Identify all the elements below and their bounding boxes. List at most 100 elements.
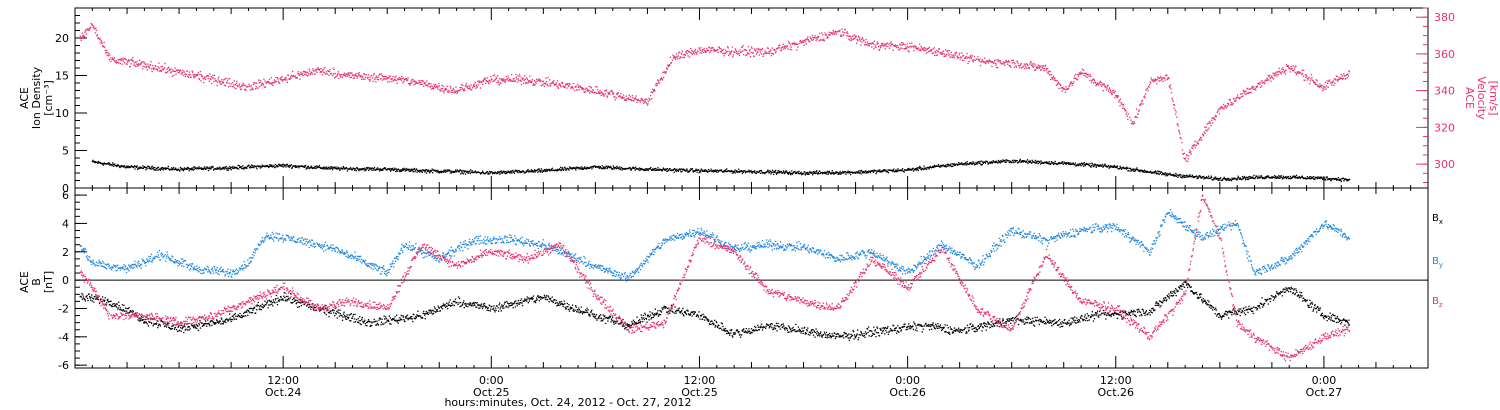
density-point bbox=[257, 165, 260, 167]
velocity-point bbox=[1016, 60, 1019, 63]
velocity-point bbox=[746, 54, 748, 56]
density-point bbox=[1213, 177, 1215, 179]
velocity-point bbox=[598, 93, 601, 95]
velocity-point bbox=[762, 53, 765, 55]
velocity-point bbox=[1175, 111, 1177, 113]
density-point bbox=[682, 169, 684, 171]
velocity-point bbox=[897, 44, 899, 47]
density-point bbox=[949, 165, 951, 167]
velocity-point bbox=[726, 50, 728, 53]
velocity-point bbox=[942, 53, 944, 55]
velocity-point bbox=[108, 53, 110, 55]
velocity-point bbox=[301, 73, 303, 76]
density-point bbox=[1179, 173, 1181, 176]
velocity-point bbox=[851, 38, 853, 40]
velocity-point bbox=[681, 50, 683, 52]
density-point bbox=[1247, 178, 1249, 181]
velocity-point bbox=[812, 36, 814, 39]
velocity-point bbox=[815, 37, 818, 39]
velocity-point bbox=[1111, 93, 1113, 96]
density-point bbox=[97, 160, 100, 163]
density-point bbox=[250, 166, 252, 168]
velocity-point bbox=[1187, 158, 1189, 160]
density-point bbox=[364, 170, 366, 172]
density-point bbox=[797, 172, 800, 175]
density-point bbox=[887, 169, 889, 171]
density-point bbox=[1189, 174, 1191, 176]
density-point bbox=[538, 170, 540, 172]
velocity-point bbox=[438, 82, 440, 85]
density-point bbox=[510, 172, 512, 174]
velocity-point bbox=[1078, 73, 1080, 76]
velocity-point bbox=[1126, 115, 1128, 117]
density-point bbox=[384, 167, 387, 169]
density-point bbox=[720, 169, 723, 171]
velocity-point bbox=[754, 49, 756, 51]
velocity-point bbox=[1201, 139, 1203, 141]
velocity-point bbox=[864, 44, 866, 46]
velocity-point bbox=[129, 65, 131, 68]
velocity-point bbox=[860, 38, 862, 41]
velocity-point bbox=[994, 59, 996, 61]
velocity-point bbox=[798, 43, 800, 45]
velocity-point bbox=[610, 90, 612, 92]
density-point bbox=[789, 171, 791, 173]
velocity-point bbox=[519, 75, 521, 78]
density-point bbox=[1298, 176, 1300, 178]
velocity-point bbox=[131, 59, 133, 62]
density-point bbox=[286, 163, 288, 165]
velocity-point bbox=[895, 45, 897, 47]
density-point bbox=[725, 170, 727, 173]
density-point bbox=[1295, 174, 1298, 176]
velocity-point bbox=[184, 76, 187, 78]
velocity-point bbox=[244, 89, 246, 91]
velocity-point bbox=[227, 78, 229, 80]
velocity-point bbox=[190, 76, 192, 78]
velocity-point bbox=[264, 86, 267, 88]
velocity-point bbox=[358, 74, 360, 76]
density-point bbox=[1139, 170, 1141, 173]
density-point bbox=[419, 169, 421, 171]
velocity-point bbox=[325, 71, 328, 73]
density-point bbox=[922, 168, 925, 171]
density-point bbox=[706, 170, 708, 172]
density-point bbox=[226, 169, 228, 171]
velocity-point bbox=[809, 36, 811, 38]
density-point bbox=[1068, 162, 1070, 164]
density-point bbox=[933, 164, 936, 166]
velocity-point bbox=[1147, 90, 1149, 92]
velocity-point bbox=[1202, 133, 1204, 135]
density-point bbox=[732, 172, 735, 174]
density-point bbox=[551, 169, 553, 172]
velocity-point bbox=[993, 60, 996, 62]
velocity-point bbox=[454, 91, 457, 93]
velocity-point bbox=[861, 41, 863, 43]
density-point bbox=[1254, 177, 1256, 180]
velocity-point bbox=[206, 75, 208, 78]
velocity-point bbox=[1053, 77, 1055, 79]
density-point bbox=[487, 173, 489, 175]
velocity-point bbox=[1153, 79, 1155, 81]
velocity-point bbox=[652, 90, 654, 93]
density-point bbox=[355, 170, 357, 172]
velocity-point bbox=[847, 35, 849, 37]
density-point bbox=[787, 172, 789, 174]
velocity-point bbox=[1100, 81, 1102, 84]
velocity-point bbox=[101, 42, 103, 45]
velocity-point bbox=[1000, 62, 1002, 64]
density-point bbox=[1320, 177, 1322, 180]
velocity-point bbox=[722, 48, 725, 51]
velocity-point bbox=[1062, 87, 1064, 90]
density-point bbox=[1048, 163, 1050, 165]
velocity-point bbox=[419, 83, 421, 86]
velocity-point bbox=[857, 40, 859, 42]
velocity-point bbox=[386, 77, 388, 79]
density-point bbox=[753, 171, 755, 173]
density-point bbox=[748, 169, 750, 171]
velocity-point bbox=[617, 92, 619, 94]
velocity-point bbox=[1047, 73, 1049, 75]
velocity-point bbox=[1035, 69, 1037, 71]
velocity-point bbox=[482, 80, 485, 82]
density-point bbox=[726, 168, 728, 170]
density-point bbox=[925, 168, 928, 170]
